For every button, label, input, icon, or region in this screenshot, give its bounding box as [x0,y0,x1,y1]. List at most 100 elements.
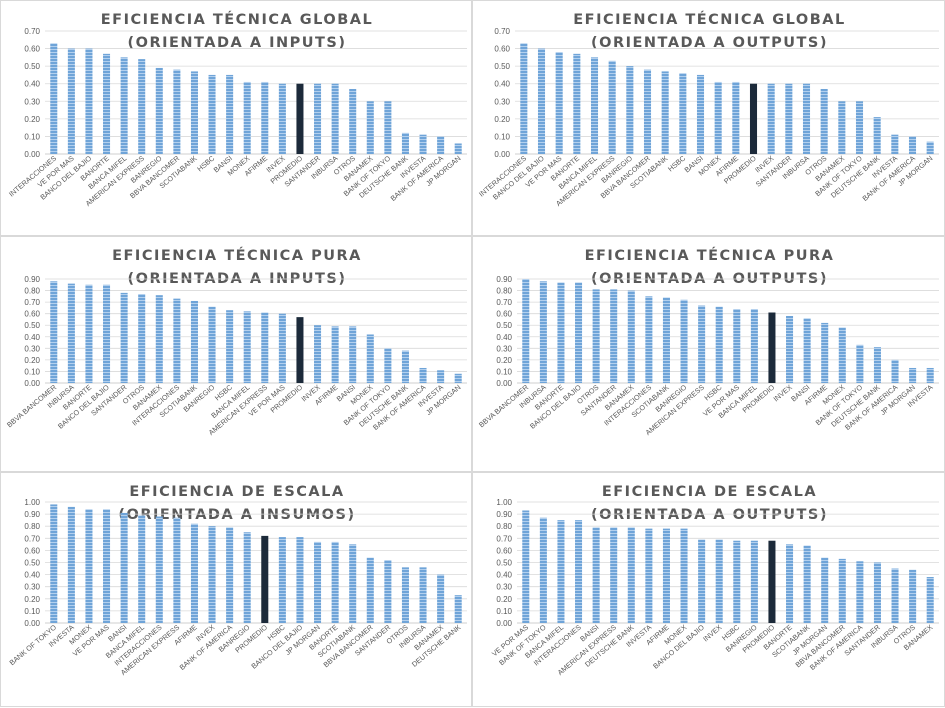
bar [698,539,706,623]
bar-promedio [261,535,269,623]
y-tick-label: 0.90 [24,510,40,519]
bar [331,541,339,623]
y-axis: 0.00 0.10 0.20 0.30 0.40 0.50 0.60 0.70 0.80 0.90… [496,498,939,628]
bar [610,527,618,623]
bar [120,292,128,383]
chart-pura-inputs: EFICIENCIA TÉCNICA PURA(ORIENTADA A INPU… [5,247,467,437]
bar [67,48,75,154]
bar [786,315,794,383]
y-axis: 0.00 0.10 0.20 0.30 0.40 0.50 0.60 0.70 0.80 0.90 [24,275,467,388]
bar [838,327,846,383]
bar [120,512,128,623]
y-tick-label: 0.00 [494,150,510,159]
y-tick-label: 0.80 [24,287,40,296]
y-tick-label: 0.50 [494,62,510,71]
bar [261,81,269,154]
y-tick-label: 0.50 [24,321,40,330]
bar [208,74,216,154]
bar [314,541,322,623]
chart-escala-outputs: EFICIENCIA DE ESCALA (ORIENTADA A OUTPUTS… [490,484,939,677]
bar [785,83,793,154]
bar [626,66,634,154]
bar [331,326,339,383]
bar [208,306,216,383]
bar [419,134,427,154]
bar [838,558,846,623]
bar [419,367,427,383]
bar [296,537,304,623]
y-tick-label: 0.60 [496,546,512,555]
bar [138,59,146,154]
bar [384,348,392,383]
bar [821,322,829,383]
bar [331,83,339,154]
bar [767,83,775,154]
y-axis: 0.00 0.10 0.20 0.30 0.40 0.50 0.60 0.70 [494,27,939,159]
chart-title-line1: EFICIENCIA TÉCNICA PURA [585,247,835,264]
y-tick-label: 0.30 [24,344,40,353]
bar [926,577,934,623]
y-tick-label: 0.50 [24,62,40,71]
bar [261,312,269,383]
bar [278,537,286,623]
bar [226,74,234,154]
bar [714,81,722,154]
bar [732,81,740,154]
bar [437,136,445,154]
bar [643,69,652,154]
bar [173,69,181,154]
bar [733,540,741,623]
bar [437,370,445,383]
bar [190,300,198,383]
y-tick-label: 0.40 [496,333,512,342]
chart-title-line1: EFICIENCIA DE ESCALA [602,484,817,500]
bars [522,279,934,383]
bar [366,334,374,383]
bar [243,311,251,383]
chart-title-line1: EFICIENCIA TÉCNICA GLOBAL [101,11,373,28]
y-tick-label: 0.80 [24,522,40,531]
y-tick-label: 0.60 [496,310,512,319]
bar [454,595,462,623]
bar [537,48,546,154]
chart-panel-pura-inputs: EFICIENCIA TÉCNICA PURA (ORIENTADA A INPU… [0,236,472,472]
bar [155,295,163,383]
bar [454,373,462,383]
y-tick-label: 0.20 [24,595,40,604]
y-tick-label: 0.10 [494,132,510,141]
chart-panel-global-inputs: EFICIENCIA TÉCNICA GLOBAL (ORIENTADA A IN… [0,0,472,236]
bar [573,53,581,155]
y-tick-label: 0.30 [24,97,40,106]
bar [856,344,864,383]
y-tick-label: 0.10 [24,607,40,616]
y-tick-label: 1.00 [24,498,40,507]
bar [173,517,181,623]
bar [855,101,864,154]
bar [67,506,75,623]
bar [627,527,635,623]
y-tick-label: 0.70 [24,298,40,307]
bars [522,510,934,623]
y-tick-label: 0.20 [496,595,512,604]
bar [555,52,563,155]
bar [243,81,251,154]
y-tick-label: 0.50 [24,559,40,568]
y-tick-label: 0.00 [496,379,512,388]
y-tick-label: 0.00 [24,150,40,159]
bar [662,297,670,383]
bar [85,284,93,383]
bar [803,545,811,623]
bar [696,74,705,154]
y-tick-label: 0.10 [24,367,40,376]
bar [680,528,688,623]
y-tick-label: 0.20 [496,356,512,365]
bar [278,83,286,154]
bar [349,88,357,154]
bar [627,290,635,383]
y-tick-label: 0.00 [24,379,40,388]
bar [873,347,881,383]
